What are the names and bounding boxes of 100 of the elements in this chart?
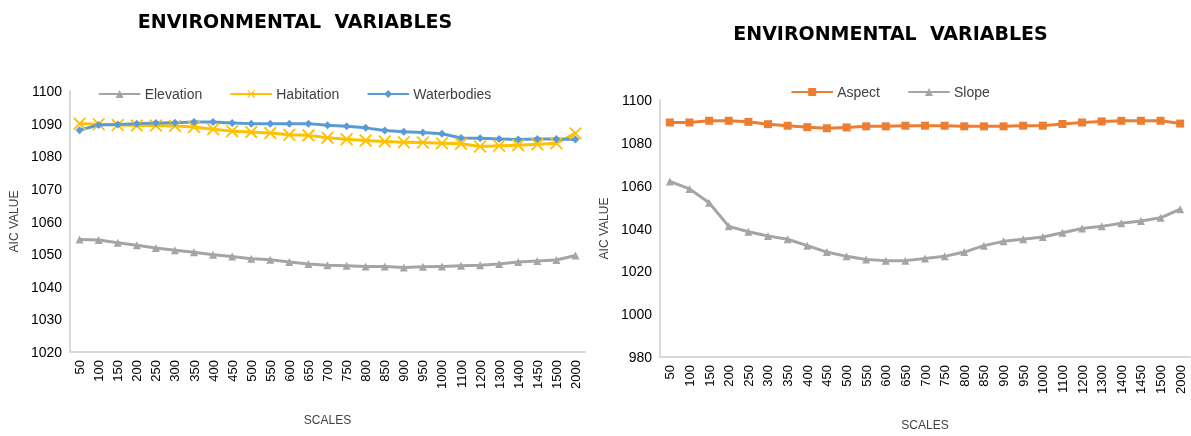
x-tick-label: 1100 xyxy=(1054,365,1070,393)
point xyxy=(285,119,294,128)
x-axis-title: SCALES xyxy=(303,413,352,427)
point xyxy=(247,119,256,128)
point xyxy=(533,256,542,265)
x-tick-label: 650 xyxy=(897,365,913,387)
point xyxy=(170,246,179,255)
x-tick-label: 400 xyxy=(205,360,221,382)
y-tick-label: 1060 xyxy=(620,177,653,194)
point xyxy=(533,134,542,143)
x-tick-label: 350 xyxy=(780,365,796,387)
x-tick-label: 1450 xyxy=(529,360,545,389)
x-tick-label: 450 xyxy=(819,365,835,387)
point xyxy=(187,120,201,134)
x-tick-label: 500 xyxy=(243,360,259,382)
point xyxy=(209,250,218,259)
x-tick-label: 1450 xyxy=(1133,365,1149,394)
x-tick-label: 800 xyxy=(956,365,972,387)
point xyxy=(685,184,694,193)
point xyxy=(1156,116,1165,125)
point xyxy=(1117,116,1126,125)
point xyxy=(940,121,949,130)
point xyxy=(724,116,733,125)
y-axis-title: AIC VALUE xyxy=(7,190,21,253)
point xyxy=(1019,121,1028,130)
x-tick-label: 200 xyxy=(721,365,737,387)
point xyxy=(1058,228,1067,237)
y-tick-label: 1080 xyxy=(30,148,63,165)
point xyxy=(282,128,296,142)
point xyxy=(552,256,561,264)
x-tick-label: 950 xyxy=(1015,365,1031,387)
point xyxy=(568,126,582,140)
x-tick-label: 100 xyxy=(91,360,107,382)
x-tick-label: 300 xyxy=(760,365,776,387)
y-tick-label: 1090 xyxy=(30,115,63,132)
x-tick-label: 50 xyxy=(662,365,678,380)
point xyxy=(901,121,910,130)
point xyxy=(979,241,988,250)
point xyxy=(380,262,389,271)
x-tick-label: 1100 xyxy=(453,360,469,388)
point xyxy=(342,122,351,131)
point xyxy=(999,122,1008,131)
x-tick-label: 750 xyxy=(339,360,355,382)
chart-title: ENVIRONMENTAL VARIABLES xyxy=(137,9,453,32)
x-tick-label: 300 xyxy=(167,360,183,382)
point xyxy=(304,259,313,268)
x-tick-label: 50 xyxy=(72,360,88,375)
point xyxy=(1038,233,1047,242)
x-tick-label: 1300 xyxy=(491,360,507,389)
point xyxy=(822,248,831,257)
point xyxy=(266,119,275,128)
legend-label: Habitation xyxy=(276,86,340,102)
point xyxy=(1136,116,1145,125)
x-tick-label: 1400 xyxy=(510,360,526,389)
y-tick-label: 1050 xyxy=(30,246,63,263)
point xyxy=(1078,118,1087,127)
point xyxy=(342,261,351,270)
x-tick-label: 900 xyxy=(996,365,1012,387)
point xyxy=(1097,117,1106,126)
point xyxy=(190,117,199,126)
point xyxy=(1078,224,1087,233)
point xyxy=(457,133,466,142)
y-tick-label: 1040 xyxy=(30,278,63,295)
point xyxy=(418,262,427,271)
x-tick-label: 750 xyxy=(937,365,953,387)
x-tick-label: 1000 xyxy=(434,360,450,389)
point xyxy=(1058,119,1067,128)
x-tick-label: 900 xyxy=(396,360,412,382)
x-tick-label: 700 xyxy=(320,360,336,382)
point xyxy=(151,243,160,252)
point xyxy=(73,117,87,131)
point xyxy=(571,135,580,144)
x-tick-label: 850 xyxy=(377,360,393,382)
point xyxy=(1136,217,1145,225)
x-tick-label: 100 xyxy=(681,365,697,387)
x-tick-label: 150 xyxy=(110,360,126,382)
point xyxy=(842,123,851,132)
y-tick-label: 1030 xyxy=(30,311,63,328)
y-tick-label: 1080 xyxy=(620,134,653,151)
point xyxy=(744,227,753,236)
point xyxy=(530,137,544,151)
y-tick-label: 1020 xyxy=(30,344,63,360)
point xyxy=(764,232,772,240)
point xyxy=(301,128,315,142)
x-tick-label: 150 xyxy=(701,365,717,387)
x-tick-label: 1200 xyxy=(472,360,488,389)
point xyxy=(399,263,408,272)
point xyxy=(979,122,988,131)
point xyxy=(921,121,930,130)
point xyxy=(361,262,370,271)
point xyxy=(244,125,258,139)
point xyxy=(783,235,792,244)
x-tick-label: 600 xyxy=(281,360,297,382)
x-tick-label: 350 xyxy=(186,360,202,382)
point xyxy=(1156,213,1165,222)
x-tick-label: 850 xyxy=(976,365,992,387)
y-tick-label: 1060 xyxy=(30,213,63,230)
point xyxy=(285,257,294,266)
point xyxy=(901,256,910,265)
point xyxy=(263,126,277,140)
